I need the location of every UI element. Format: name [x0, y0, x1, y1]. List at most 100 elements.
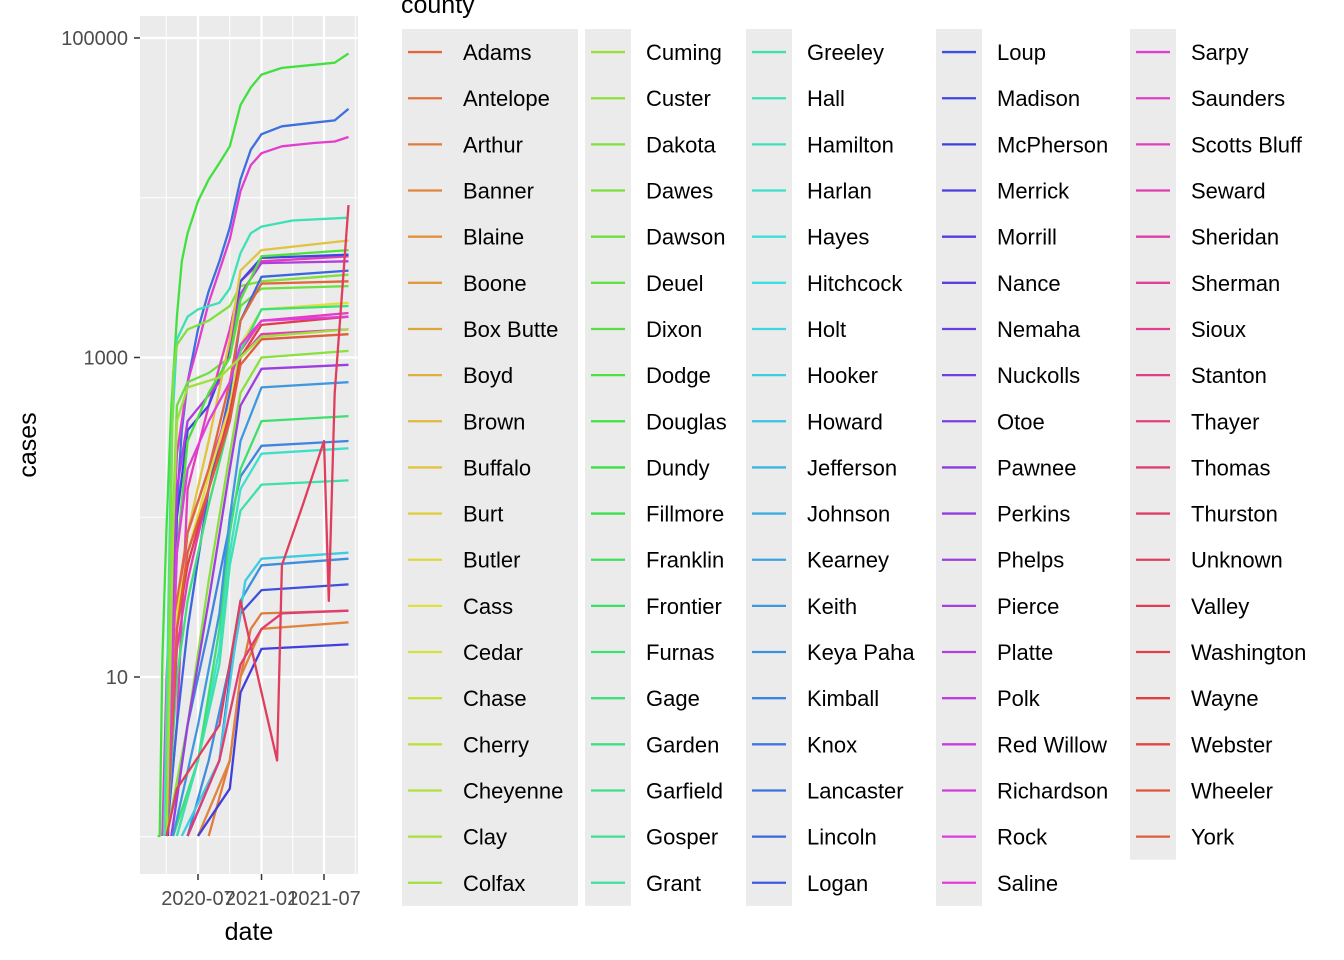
legend-label: Blaine — [463, 225, 524, 250]
legend-label: Hayes — [807, 225, 869, 250]
legend-label: Deuel — [646, 271, 703, 296]
legend-label: Fillmore — [646, 502, 724, 527]
legend: Adams Antelope Arthur Banner Blaine Boone Box … — [402, 29, 1306, 906]
y-axis-title: cases — [14, 412, 42, 477]
legend-title: county — [401, 0, 475, 19]
legend-label: McPherson — [997, 132, 1108, 157]
legend-label: Adams — [463, 40, 531, 65]
legend-label: Otoe — [997, 409, 1045, 434]
legend-label: Burt — [463, 502, 503, 527]
series-line-dakota — [165, 273, 349, 837]
series-line-greeley — [175, 479, 349, 837]
legend-label: Thayer — [1191, 409, 1259, 434]
legend-label: Kearney — [807, 548, 889, 573]
legend-label: Cass — [463, 594, 513, 619]
legend-label: Box Butte — [463, 317, 558, 342]
legend-label: Hitchcock — [807, 271, 903, 296]
x-tick-label: 2021-07 — [287, 888, 360, 910]
series-lines — [157, 52, 350, 838]
series-line-unknown — [165, 205, 350, 837]
legend-label: Cherry — [463, 732, 529, 757]
legend-label: Hall — [807, 86, 845, 111]
legend-label: Holt — [807, 317, 846, 342]
legend-label: York — [1191, 825, 1235, 850]
legend-label: Dawson — [646, 225, 725, 250]
legend-label: Garden — [646, 732, 719, 757]
legend-label: Greeley — [807, 40, 884, 65]
legend-label: Boone — [463, 271, 527, 296]
legend-label: Cedar — [463, 640, 523, 665]
legend-label: Douglas — [646, 409, 727, 434]
legend-label: Merrick — [997, 179, 1070, 204]
plot-panel — [140, 16, 358, 874]
legend-label: Dodge — [646, 363, 711, 388]
legend-label: Antelope — [463, 86, 550, 111]
legend-label: Logan — [807, 871, 868, 896]
legend-label: Chase — [463, 686, 527, 711]
series-line-thomas — [186, 609, 349, 837]
legend-label: Perkins — [997, 502, 1070, 527]
legend-label: Wayne — [1191, 686, 1259, 711]
legend-label: Garfield — [646, 778, 723, 803]
legend-label: Gosper — [646, 825, 718, 850]
legend-label: Banner — [463, 179, 534, 204]
legend-label: Kimball — [807, 686, 879, 711]
series-line-banner — [196, 621, 349, 837]
legend-label: Stanton — [1191, 363, 1267, 388]
legend-label: Unknown — [1191, 548, 1283, 573]
y-axis: 10 1000 100000 — [61, 28, 140, 689]
legend-label: Furnas — [646, 640, 714, 665]
legend-label: Brown — [463, 409, 525, 434]
x-axis-title: date — [225, 918, 274, 946]
y-tick-label: 10 — [106, 667, 128, 689]
legend-label: Keith — [807, 594, 857, 619]
legend-label: Cuming — [646, 40, 722, 65]
series-line-douglas — [157, 52, 350, 838]
series-line-phelps — [170, 363, 349, 837]
series-line-gage — [165, 304, 349, 837]
legend-label: Valley — [1191, 594, 1249, 619]
legend-label: Gage — [646, 686, 700, 711]
legend-label: Hooker — [807, 363, 878, 388]
legend-label: Seward — [1191, 179, 1266, 204]
legend-label: Cheyenne — [463, 778, 563, 803]
legend-label: Red Willow — [997, 732, 1107, 757]
legend-label: Sarpy — [1191, 40, 1248, 65]
legend-label: Webster — [1191, 732, 1273, 757]
legend-label: Hamilton — [807, 132, 894, 157]
legend-label: Nance — [997, 271, 1061, 296]
legend-key-column — [1130, 29, 1176, 860]
legend-label: Clay — [463, 825, 507, 850]
series-line-keith — [171, 381, 349, 837]
legend-label: Loup — [997, 40, 1046, 65]
legend-label: Howard — [807, 409, 883, 434]
legend-label: Morrill — [997, 225, 1057, 250]
legend-label: Phelps — [997, 548, 1064, 573]
y-tick-label: 1000 — [84, 348, 129, 370]
legend-label: Pawnee — [997, 455, 1077, 480]
legend-label: Richardson — [997, 778, 1108, 803]
legend-label: Dakota — [646, 132, 716, 157]
legend-label: Keya Paha — [807, 640, 915, 665]
legend-label: Johnson — [807, 502, 890, 527]
legend-label: Buffalo — [463, 455, 531, 480]
legend-label: Frontier — [646, 594, 722, 619]
series-line-adams — [165, 280, 349, 837]
legend-label: Boyd — [463, 363, 513, 388]
legend-label: Dixon — [646, 317, 702, 342]
series-line-colfax — [165, 328, 349, 837]
x-tick-label: 2021-01 — [225, 888, 298, 910]
legend-label: Scotts Bluff — [1191, 132, 1303, 157]
legend-label: Grant — [646, 871, 701, 896]
y-tick-label: 100000 — [61, 28, 128, 50]
legend-label: Knox — [807, 732, 857, 757]
series-line-york — [165, 333, 349, 837]
series-line-arthur — [207, 609, 349, 837]
legend-label: Custer — [646, 86, 711, 111]
legend-label: Lancaster — [807, 778, 904, 803]
legend-label: Dawes — [646, 179, 713, 204]
legend-label: Arthur — [463, 132, 523, 157]
legend-label: Platte — [997, 640, 1053, 665]
